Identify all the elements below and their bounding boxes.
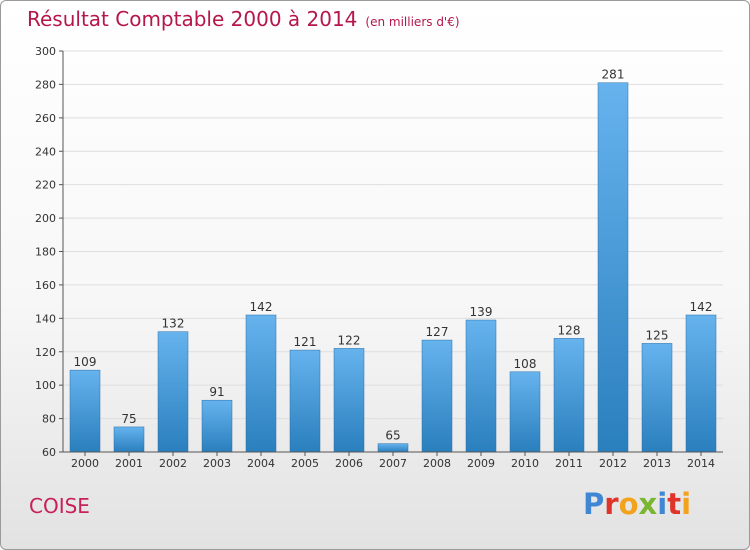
value-label-2011: 128 xyxy=(558,323,581,337)
y-tick-label: 80 xyxy=(42,413,56,426)
y-tick-label: 160 xyxy=(35,279,56,292)
bar-2014[interactable] xyxy=(685,314,717,453)
town-name: COISE xyxy=(29,494,90,518)
bar-2007[interactable] xyxy=(377,443,409,453)
bar-2010[interactable] xyxy=(509,371,541,453)
x-tick-label-2001: 2001 xyxy=(115,457,143,470)
logo-letter: x xyxy=(638,487,658,521)
chart-subtitle: (en milliers d'€) xyxy=(365,15,460,29)
x-tick-label-2012: 2012 xyxy=(599,457,627,470)
y-tick-label: 120 xyxy=(35,346,56,359)
x-tick-label-2006: 2006 xyxy=(335,457,363,470)
y-tick-label: 280 xyxy=(35,78,56,91)
y-tick-label: 100 xyxy=(35,379,56,392)
bar-2012[interactable] xyxy=(597,82,629,453)
value-label-2010: 108 xyxy=(514,357,537,371)
x-tick-label-2004: 2004 xyxy=(247,457,275,470)
bar-2008[interactable] xyxy=(421,339,453,453)
bar-2004[interactable] xyxy=(245,314,277,453)
bar-2006[interactable] xyxy=(333,348,365,453)
value-label-2005: 121 xyxy=(294,335,317,349)
logo-letter: i xyxy=(681,487,692,521)
value-label-2000: 109 xyxy=(74,355,97,369)
y-tick-label: 300 xyxy=(35,45,56,58)
x-tick-label-2005: 2005 xyxy=(291,457,319,470)
value-label-2006: 122 xyxy=(338,333,361,347)
value-label-2001: 75 xyxy=(121,412,136,426)
value-label-2009: 139 xyxy=(470,305,493,319)
value-label-2004: 142 xyxy=(250,300,273,314)
y-tick-label: 180 xyxy=(35,246,56,259)
x-tick-label-2007: 2007 xyxy=(379,457,407,470)
value-label-2008: 127 xyxy=(426,325,449,339)
x-tick-label-2011: 2011 xyxy=(555,457,583,470)
y-tick-label: 140 xyxy=(35,312,56,325)
value-label-2003: 91 xyxy=(209,385,224,399)
labels: 60 80 100 120 140 160 180 200 220 240 260 280 300 109… xyxy=(35,45,715,470)
value-label-2002: 132 xyxy=(162,317,185,331)
bar-2013[interactable] xyxy=(641,343,673,453)
bar-2000[interactable] xyxy=(69,369,101,453)
x-tick-label-2014: 2014 xyxy=(687,457,715,470)
logo-letter: r xyxy=(604,487,619,521)
logo-letter: o xyxy=(618,487,639,521)
logo-letter: P xyxy=(583,487,605,521)
logo-letter: i xyxy=(657,487,668,521)
bar-2002[interactable] xyxy=(157,331,189,453)
title-text: Résultat Comptable 2000 à 2014 xyxy=(27,7,358,31)
axes xyxy=(59,50,723,456)
x-tick-label-2013: 2013 xyxy=(643,457,671,470)
value-label-2012: 281 xyxy=(602,68,625,82)
value-label-2013: 125 xyxy=(646,328,669,342)
y-tick-label: 240 xyxy=(35,145,56,158)
y-tick-label: 200 xyxy=(35,212,56,225)
value-label-2007: 65 xyxy=(385,429,400,443)
x-tick-label-2003: 2003 xyxy=(203,457,231,470)
y-tick-label: 60 xyxy=(42,446,56,459)
x-tick-label-2000: 2000 xyxy=(71,457,99,470)
y-tick-label: 260 xyxy=(35,112,56,125)
x-tick-label-2010: 2010 xyxy=(511,457,539,470)
x-tick-label-2008: 2008 xyxy=(423,457,451,470)
x-tick-label-2002: 2002 xyxy=(159,457,187,470)
bar-2005[interactable] xyxy=(289,349,321,453)
bar-2011[interactable] xyxy=(553,338,585,453)
bar-2009[interactable] xyxy=(465,319,497,453)
logo-letter: t xyxy=(667,487,682,521)
bars xyxy=(69,82,717,453)
y-tick-label: 220 xyxy=(35,179,56,192)
value-label-2014: 142 xyxy=(690,300,713,314)
proxiti-logo[interactable]: Proxiti xyxy=(583,487,691,521)
x-tick-label-2009: 2009 xyxy=(467,457,495,470)
chart-title: Résultat Comptable 2000 à 2014 (en millie… xyxy=(27,7,460,31)
bar-2001[interactable] xyxy=(113,426,145,453)
bar-2003[interactable] xyxy=(201,399,233,453)
